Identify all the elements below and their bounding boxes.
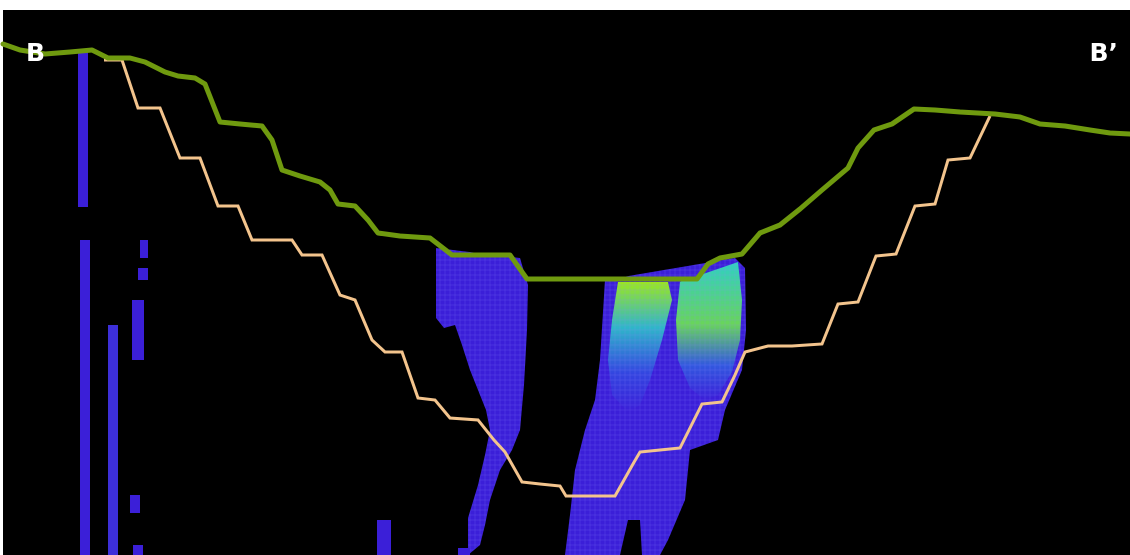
plume-trace-4: [140, 240, 148, 258]
plume-trace-7: [130, 495, 140, 513]
excavation-outline: [104, 58, 992, 498]
plume-trace-5: [138, 268, 148, 280]
section-start-label: B: [26, 38, 46, 67]
section-background: [3, 10, 1130, 555]
contaminant-plume: [78, 52, 746, 555]
plume-trace-9: [377, 520, 391, 555]
plume-trace-10: [458, 548, 470, 555]
plume-trace-6: [132, 300, 144, 360]
section-end-label: B’: [1089, 38, 1118, 67]
plume-trace-8: [133, 545, 143, 555]
plume-trace-3: [108, 325, 118, 555]
plume-trace-1: [78, 52, 88, 207]
plume-trace-2: [80, 240, 90, 555]
ground-surface-line: [0, 41, 1130, 282]
